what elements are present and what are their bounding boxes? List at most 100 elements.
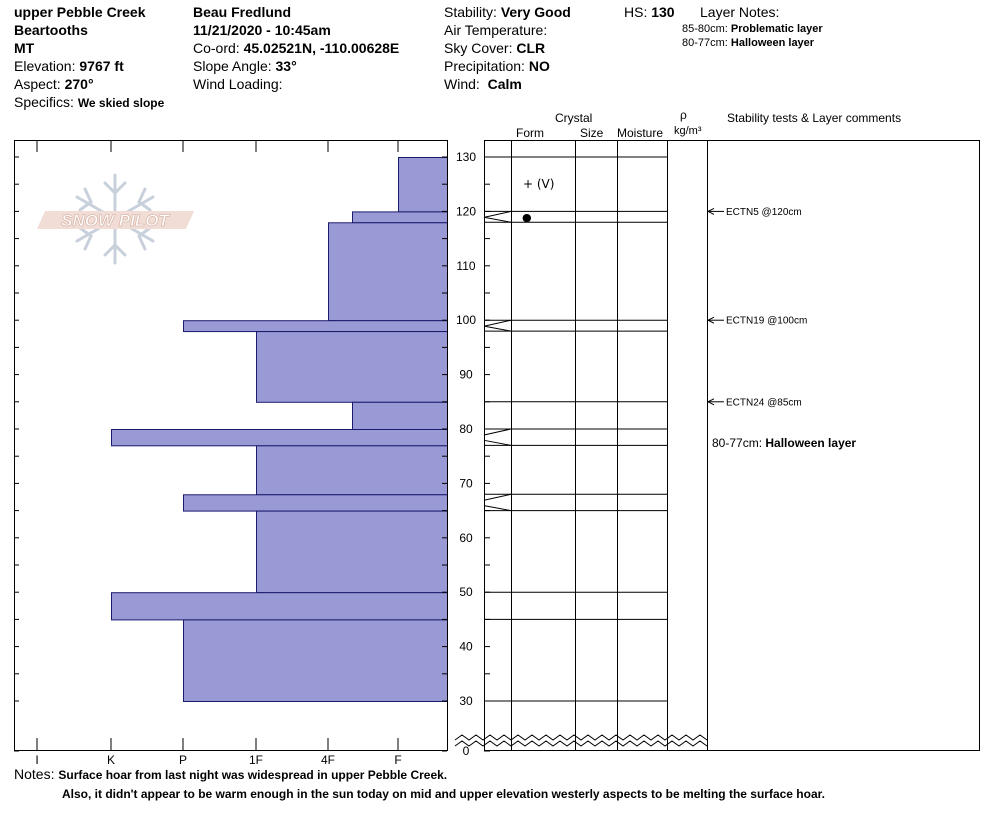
logo-banner — [37, 211, 194, 229]
wind-value: Calm — [487, 76, 522, 92]
layer-connector — [483, 325, 512, 332]
y-tick-label: 70 — [459, 476, 473, 490]
crystal-form-symbol: ● — [522, 211, 532, 224]
logo-text: SNOW PILOT — [61, 211, 170, 230]
coord-value: 45.02521N, -110.00628E — [243, 40, 400, 56]
hardness-bar — [183, 320, 448, 333]
hs-label: HS: — [624, 4, 648, 20]
specifics-label: Specifics: — [14, 94, 74, 110]
stability-test-label: ECTN5 @120cm — [726, 207, 802, 218]
sky-cover: Sky Cover: CLR — [444, 39, 545, 57]
hardness-bar — [352, 211, 448, 224]
layer-comment: 80-77cm: Halloween layer — [712, 434, 856, 452]
snow-height: HS: 130 — [624, 3, 675, 21]
hardness-bar — [256, 445, 448, 496]
stability-value: Very Good — [500, 4, 571, 20]
precipitation: Precipitation: NO — [444, 57, 550, 75]
hardness-bar — [398, 157, 448, 213]
layer-connector — [483, 216, 512, 223]
stability-test-label: ECTN19 @100cm — [726, 316, 807, 327]
stability-label: Stability: — [444, 4, 497, 20]
y-tick-label: 110 — [456, 259, 475, 273]
aspect-label: Aspect: — [14, 76, 61, 92]
wind-loading-label: Wind Loading: — [193, 76, 283, 92]
layer-connector — [483, 439, 512, 446]
y-tick-label: 80 — [459, 422, 473, 436]
layer-note-item: 85-80cm: Problematic layer — [682, 22, 823, 36]
elevation-label: Elevation: — [14, 58, 76, 74]
layer-note-text: Halloween layer — [730, 37, 815, 49]
moisture-header: Moisture — [617, 126, 664, 140]
rho-header: ρ — [680, 108, 687, 122]
notes-line-1: Surface hoar from last night was widespr… — [58, 768, 448, 782]
x-tick-label: 4F — [321, 753, 335, 767]
layer-notes-title: Layer Notes: — [700, 4, 780, 20]
layer-note-range: 85-80cm: — [682, 23, 728, 35]
elevation: Elevation: 9767 ft — [14, 57, 124, 75]
aspect: Aspect: 270° — [14, 75, 94, 93]
specifics-value: We skied slope — [77, 96, 165, 110]
wind: Wind: Calm — [444, 75, 522, 93]
coord-label: Co-ord: — [193, 40, 240, 56]
crystal-form-symbol: + (V) — [523, 177, 554, 191]
form-header: Form — [516, 126, 544, 140]
stability-test-label: ECTN24 @85cm — [726, 397, 802, 408]
hardness-chart-frame — [14, 140, 448, 751]
hardness-bar — [352, 401, 448, 430]
air-temperature-label: Air Temperature: — [444, 22, 548, 38]
hardness-bar — [183, 494, 448, 512]
y-tick-label: 40 — [459, 640, 473, 654]
y-tick-label: 90 — [459, 368, 473, 382]
arrow-icon — [706, 398, 715, 406]
x-tick-label: F — [394, 753, 401, 767]
y-tick-label: 0 — [463, 744, 470, 758]
layer-connector — [483, 210, 512, 218]
precip-label: Precipitation: — [444, 58, 525, 74]
layer-note-item: 80-77cm: Halloween layer — [682, 36, 814, 50]
observation-datetime: 11/21/2020 - 10:45am — [193, 22, 331, 38]
precip-value: NO — [528, 58, 550, 74]
state: MT — [14, 40, 35, 56]
layer-comment-text: Halloween layer — [765, 436, 857, 450]
y-tick-label: 130 — [456, 150, 476, 164]
mountain-range: Beartooths — [14, 22, 88, 38]
arrow-icon — [706, 207, 715, 215]
x-tick-label: 1F — [249, 753, 263, 767]
sky-value: CLR — [516, 40, 546, 56]
x-tick-label: K — [107, 753, 115, 767]
x-tick-label: I — [35, 753, 38, 767]
notes: Notes: Surface hoar from last night was … — [14, 765, 447, 784]
hardness-bar — [328, 222, 448, 322]
coordinates: Co-ord: 45.02521N, -110.00628E — [193, 39, 399, 57]
y-tick-label: 120 — [456, 204, 476, 218]
axis-break — [454, 734, 708, 747]
y-tick-label: 100 — [456, 313, 476, 327]
aspect-value: 270° — [64, 76, 94, 92]
snowpilot-logo: SNOW PILOT — [37, 173, 194, 265]
sky-label: Sky Cover: — [444, 40, 513, 56]
arrow-icon — [706, 316, 715, 324]
crystal-header: Crystal — [555, 111, 593, 125]
hardness-bar — [256, 331, 448, 403]
slope-label: Slope Angle: — [193, 58, 272, 74]
wind-label: Wind: — [444, 76, 480, 92]
y-tick-label: 30 — [459, 694, 473, 708]
layer-connector — [483, 493, 512, 501]
density-unit-header: kg/m³ — [674, 125, 702, 137]
specifics: Specifics: We skied slope — [14, 93, 164, 112]
layer-connector — [483, 505, 512, 512]
layer-note-text: Problematic layer — [730, 23, 823, 35]
stability: Stability: Very Good — [444, 3, 571, 21]
location-name: upper Pebble Creek — [14, 4, 146, 20]
notes-line-2: Also, it didn't appear to be warm enough… — [62, 787, 825, 801]
y-tick-label: 60 — [459, 531, 473, 545]
size-header: Size — [580, 126, 604, 140]
hardness-bar — [183, 619, 448, 703]
y-tick-label: 50 — [459, 585, 473, 599]
layer-comment-range: 80-77cm: — [712, 436, 763, 450]
hardness-bar — [111, 592, 448, 621]
hardness-bar — [111, 429, 448, 447]
hardness-bar — [256, 510, 448, 594]
hs-value: 130 — [651, 4, 675, 20]
